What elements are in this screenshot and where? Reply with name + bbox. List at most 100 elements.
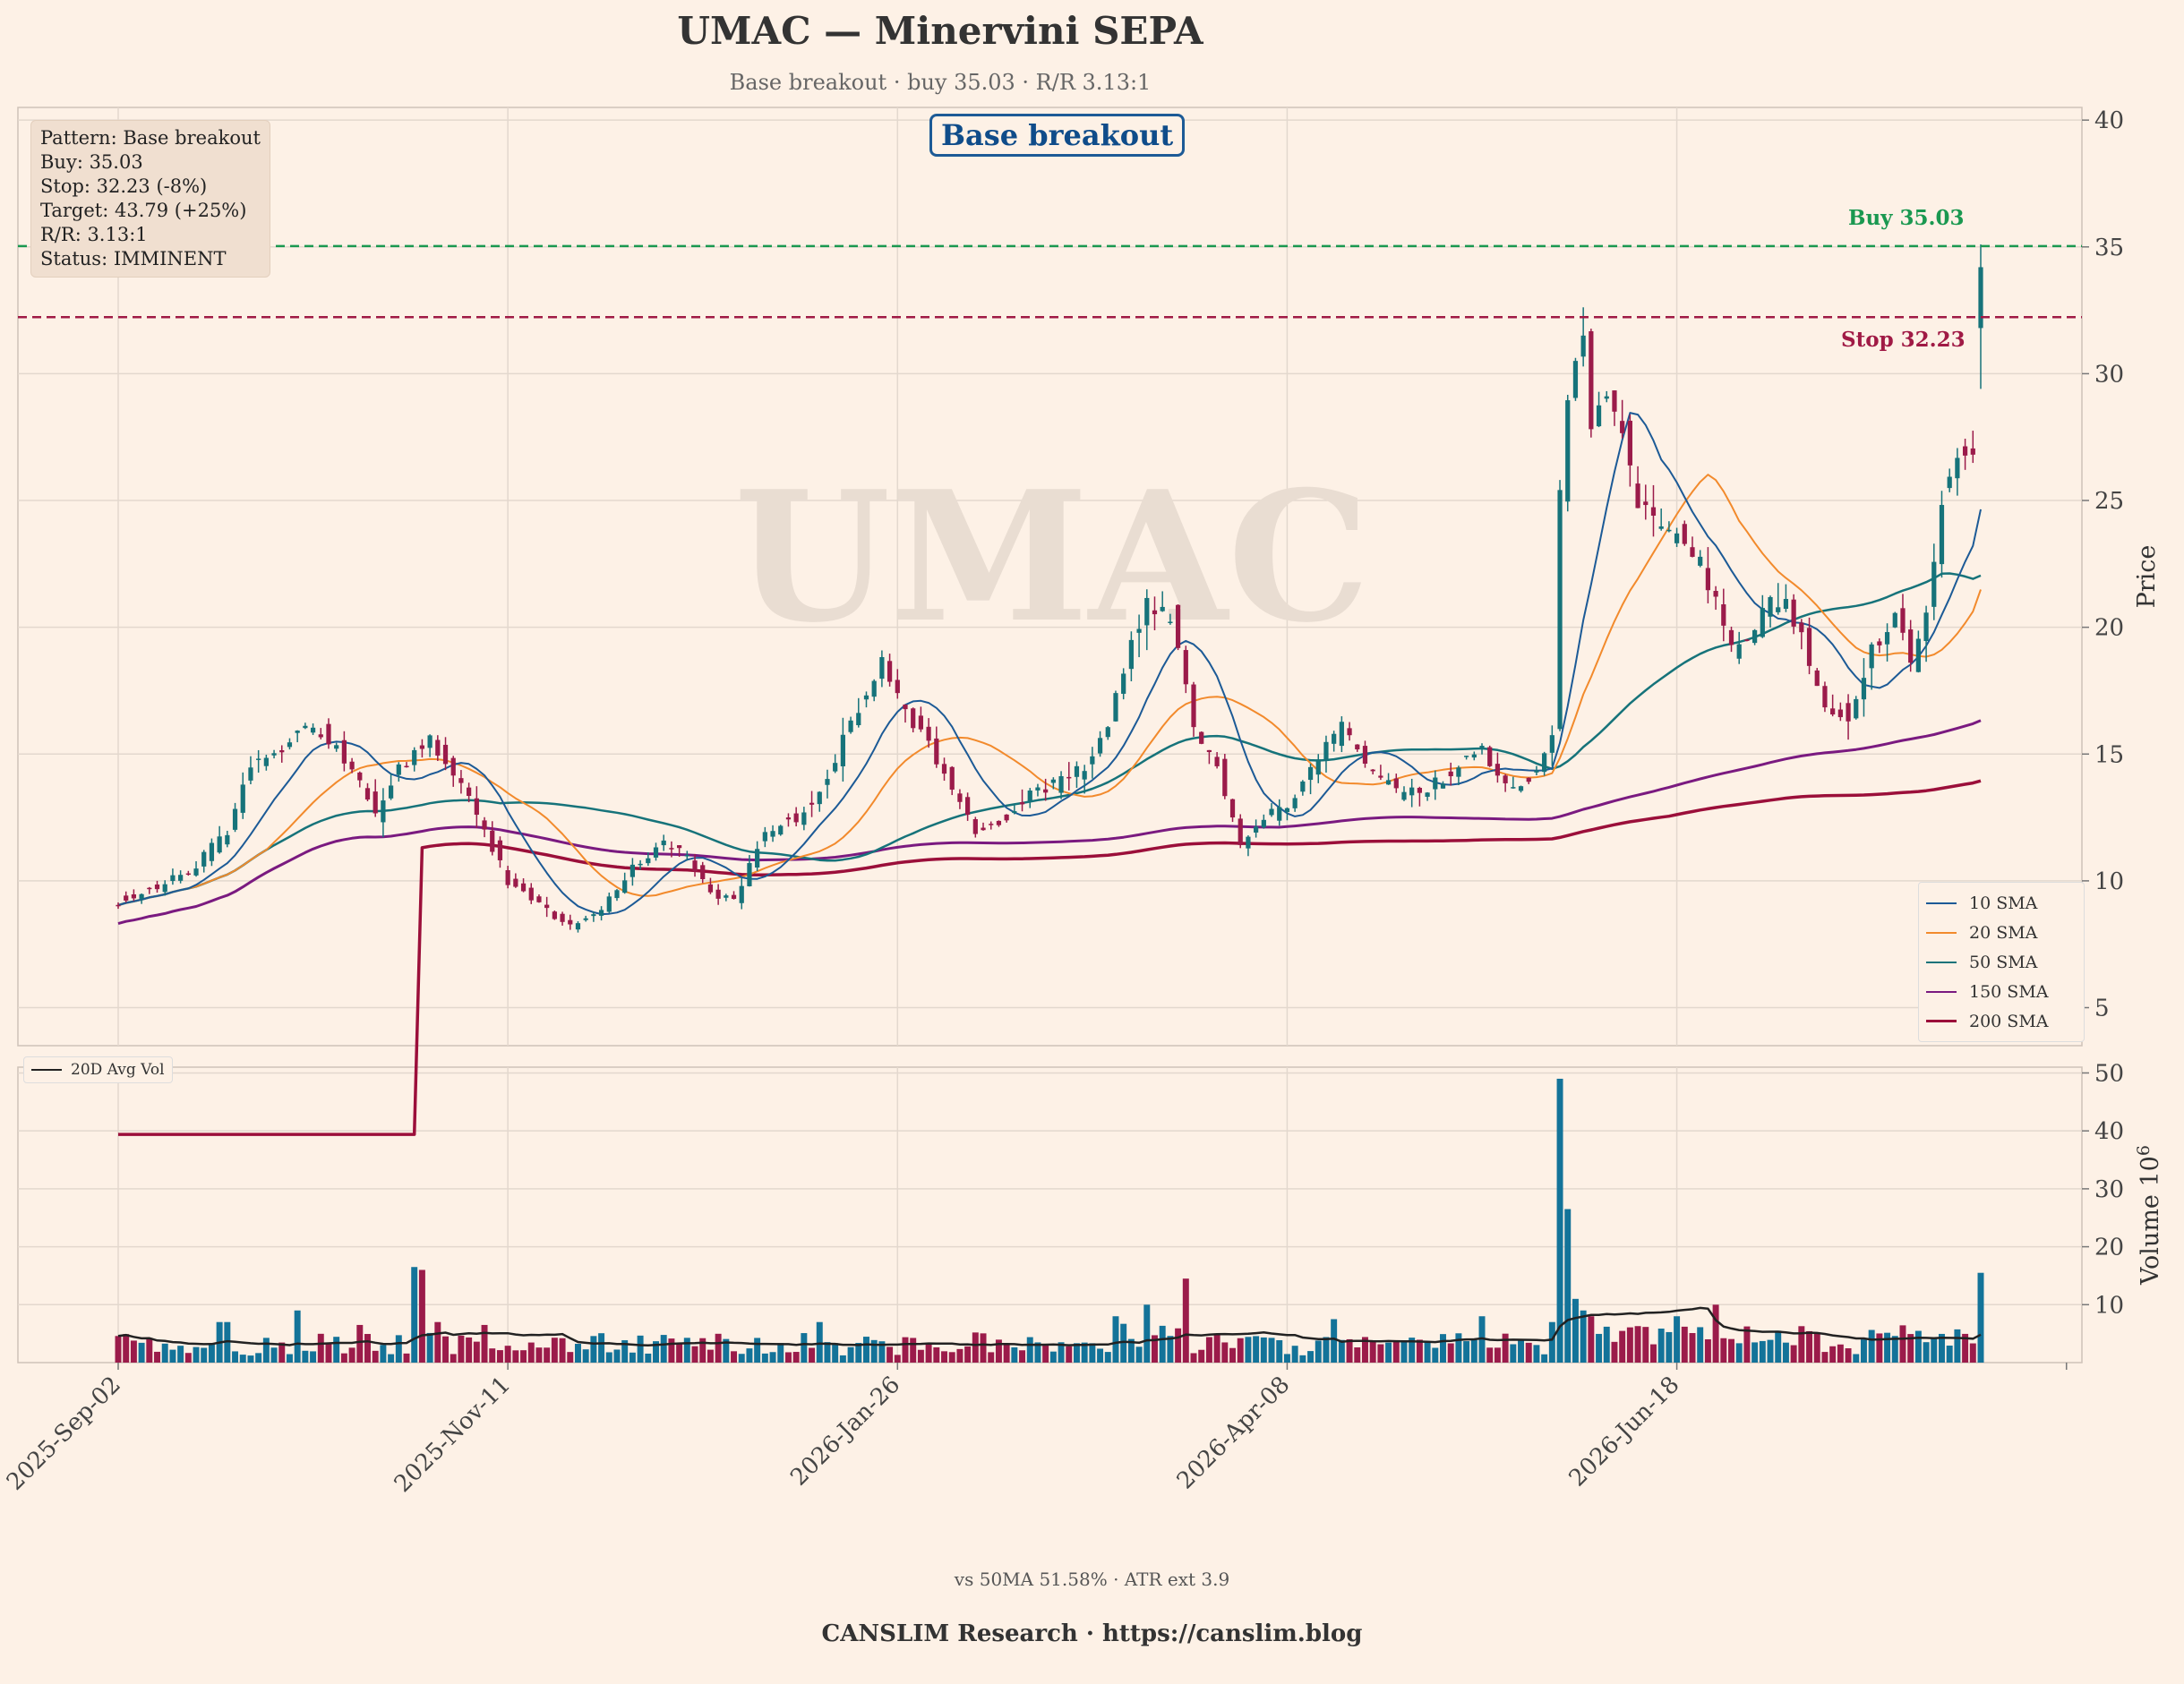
- volume-bar: [746, 1348, 753, 1363]
- volume-bar: [466, 1337, 473, 1363]
- volume-bar: [792, 1352, 800, 1363]
- candle-body: [1931, 561, 1937, 607]
- candle-body: [1058, 775, 1064, 793]
- candle-body: [1495, 764, 1501, 776]
- candle-body: [1315, 759, 1321, 775]
- legend-swatch: [1926, 1020, 1957, 1022]
- trade-info-box: Pattern: Base breakout Buy: 35.03 Stop: …: [30, 120, 270, 278]
- candle-body: [396, 764, 401, 775]
- volume-bar: [1611, 1341, 1618, 1363]
- volume-bar: [348, 1347, 355, 1363]
- candle-body: [1698, 556, 1703, 566]
- candle-body: [1362, 746, 1368, 765]
- candle-body: [1939, 505, 1945, 565]
- candle-body: [895, 680, 900, 694]
- volume-bar: [1494, 1347, 1501, 1363]
- candle-body: [848, 720, 853, 732]
- candle-body: [1970, 448, 1975, 455]
- candle-body: [1572, 361, 1579, 398]
- candle-body: [1580, 335, 1586, 357]
- volume-bar: [941, 1351, 947, 1363]
- volume-bar: [1743, 1326, 1751, 1363]
- volume-bar: [598, 1333, 605, 1363]
- candle-body: [490, 830, 495, 852]
- candle-body: [1012, 811, 1017, 814]
- volume-bar: [442, 1336, 450, 1363]
- volume-bar: [707, 1349, 714, 1363]
- volume-bar: [1112, 1316, 1119, 1363]
- volume-bar: [115, 1336, 122, 1363]
- volume-bar: [653, 1341, 659, 1363]
- candle-body: [1854, 698, 1859, 719]
- candle-body: [1440, 783, 1446, 789]
- volume-bar: [1182, 1278, 1189, 1363]
- candle-body: [1627, 420, 1632, 466]
- volume-bar: [1876, 1333, 1883, 1363]
- candle-body: [1721, 604, 1726, 626]
- volume-bar: [1003, 1345, 1010, 1363]
- candle-body: [474, 798, 479, 816]
- volume-bar: [1751, 1342, 1759, 1363]
- volume-bar: [1674, 1316, 1681, 1363]
- legend-label: 10 SMA: [1969, 893, 2038, 913]
- candle-body: [934, 738, 939, 765]
- candle-body: [1846, 703, 1851, 722]
- candle-body: [1518, 786, 1524, 791]
- candle-body: [1604, 396, 1609, 399]
- volume-bar: [551, 1338, 558, 1363]
- candle-body: [404, 765, 409, 768]
- volume-bar: [1455, 1333, 1462, 1363]
- price-tick-label: 15: [2094, 741, 2124, 768]
- volume-bar: [364, 1334, 371, 1363]
- volume-bar: [738, 1354, 745, 1363]
- volume-bar: [1619, 1330, 1626, 1363]
- volume-bar: [286, 1354, 293, 1363]
- candle-body: [762, 832, 767, 842]
- candle-body: [770, 831, 775, 837]
- volume-bar: [1891, 1336, 1898, 1363]
- volume-bar: [1167, 1336, 1174, 1363]
- volume-bar: [193, 1346, 200, 1363]
- volume-bar: [925, 1342, 932, 1363]
- candle-body: [1043, 789, 1049, 793]
- volume-bar: [1689, 1332, 1696, 1363]
- legend-label: 20 SMA: [1969, 922, 2038, 943]
- candle-body: [669, 848, 674, 850]
- volume-bar: [1127, 1338, 1135, 1363]
- candle-body: [1892, 612, 1897, 628]
- x-axis: 2025-Sep-02 2025-Nov-11 2026-Jan-26 2026-Ap…: [2, 1363, 2068, 1498]
- candle-body: [606, 896, 612, 912]
- candle-body: [427, 735, 433, 748]
- volume-bar: [1626, 1327, 1633, 1363]
- volume-bar: [1759, 1340, 1766, 1363]
- candle-body: [1246, 836, 1251, 849]
- candle-body: [1752, 629, 1758, 644]
- volume-bar: [1572, 1298, 1579, 1363]
- candle-body: [162, 884, 167, 893]
- volume-bar: [1377, 1344, 1384, 1363]
- candle-body: [996, 820, 1002, 825]
- candle-body: [544, 904, 550, 909]
- volume-bar: [1518, 1339, 1525, 1363]
- candle-body: [1090, 756, 1095, 765]
- candle-body: [116, 904, 121, 907]
- volume-bar: [123, 1334, 130, 1363]
- volume-bar: [1034, 1342, 1041, 1363]
- candle-body: [1736, 644, 1742, 659]
- candle-body: [1713, 591, 1718, 597]
- candle-body: [287, 742, 293, 748]
- volume-bar: [356, 1324, 364, 1363]
- volume-bar: [668, 1338, 675, 1363]
- price-tick-label: 35: [2094, 235, 2124, 261]
- candle-body: [1479, 746, 1485, 748]
- volume-bar: [388, 1354, 395, 1363]
- volume-bar: [1463, 1341, 1470, 1363]
- candle-body: [1744, 639, 1750, 641]
- candle-body: [154, 884, 160, 890]
- info-status: Status: IMMINENT: [40, 248, 227, 269]
- candle-body: [139, 893, 144, 899]
- candle-body: [801, 812, 807, 825]
- volume-bar: [1019, 1350, 1026, 1363]
- volume-bar: [1914, 1330, 1922, 1363]
